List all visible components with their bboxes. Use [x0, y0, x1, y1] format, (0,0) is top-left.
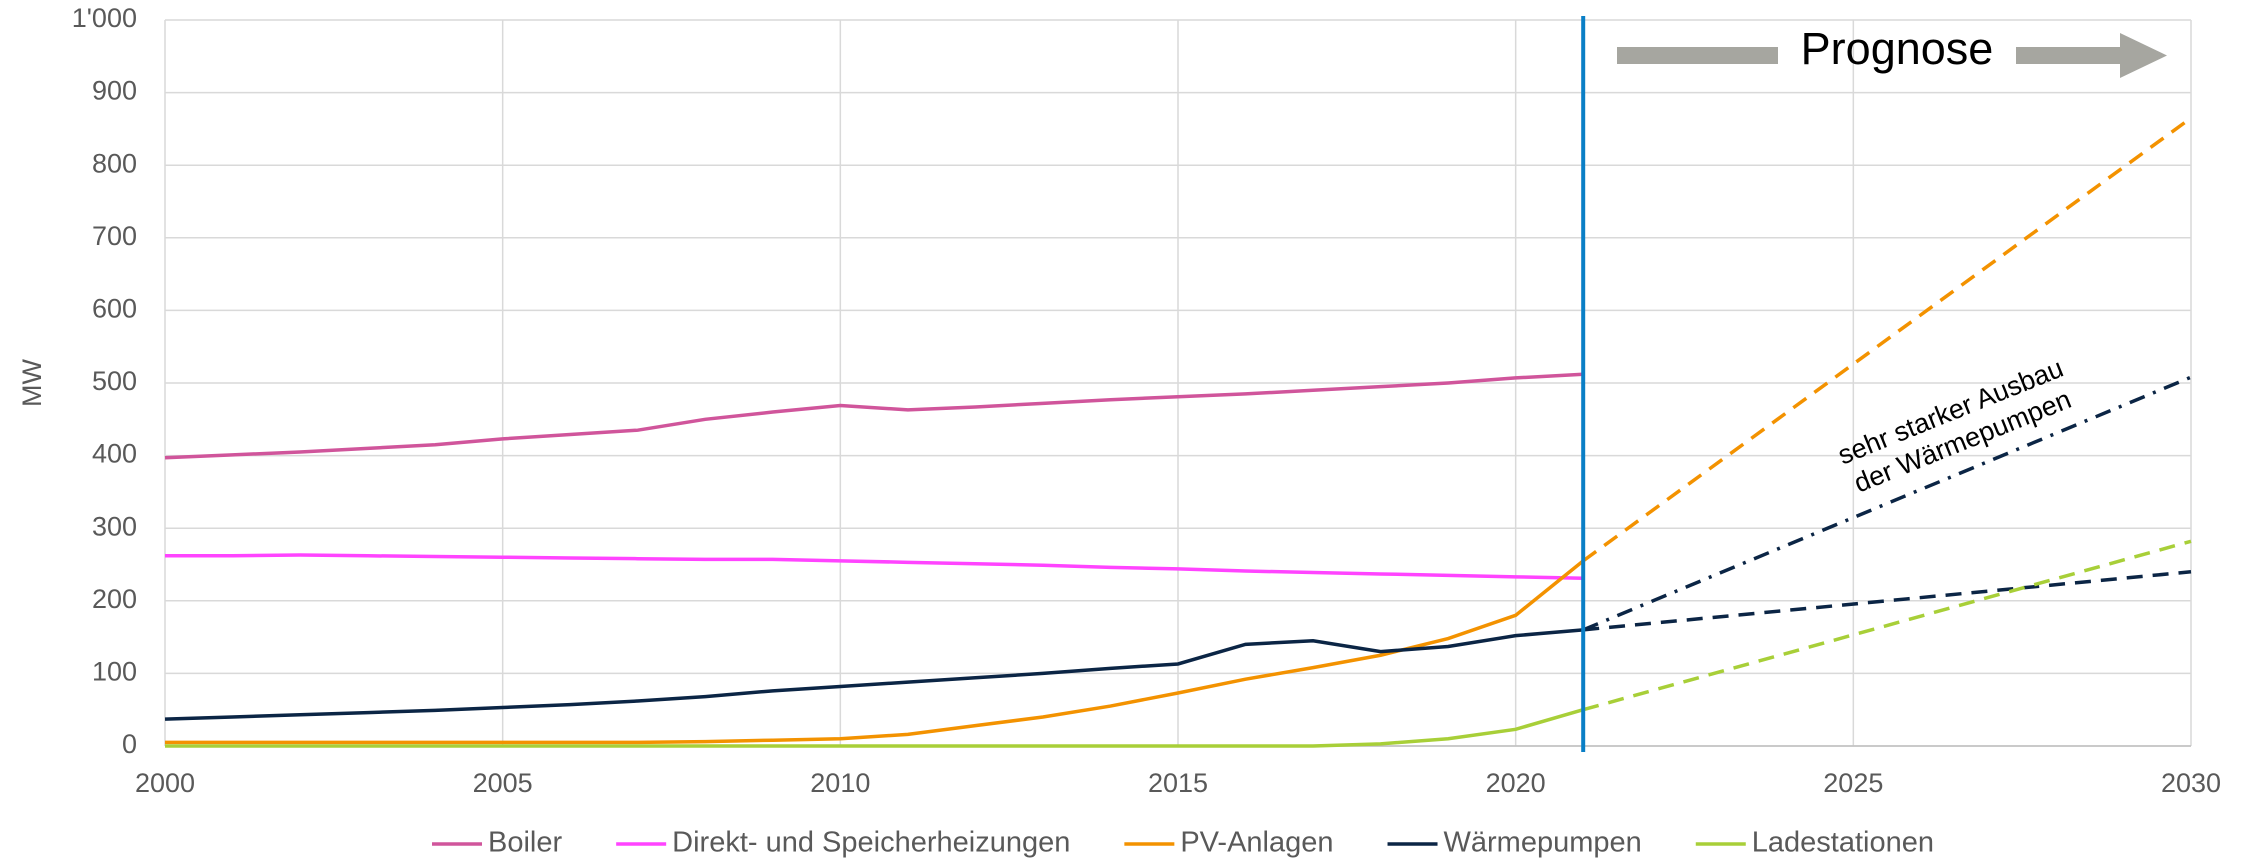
legend-label: Direkt- und Speicherheizungen — [672, 827, 1070, 858]
series-line — [164, 372, 1584, 460]
y-tick-label: 100 — [92, 657, 137, 687]
legend-label: Ladestationen — [1752, 827, 1934, 858]
legend-label: PV-Anlagen — [1180, 827, 1333, 858]
series-line — [164, 628, 1584, 721]
y-tick-label: 600 — [92, 294, 137, 324]
x-tick-label: 2010 — [810, 768, 870, 798]
prognosis-label: Prognose — [1801, 23, 1994, 74]
x-tick-label: 2000 — [135, 768, 195, 798]
forecast-line — [1583, 570, 2192, 632]
x-tick-label: 2005 — [473, 768, 533, 798]
y-tick-label: 500 — [92, 366, 137, 396]
forecast-line — [1582, 116, 2193, 563]
y-axis-label: MW — [17, 359, 47, 407]
legend-label: Boiler — [488, 827, 562, 858]
x-tick-label: 2025 — [1823, 768, 1883, 798]
forecast-line — [1582, 375, 2192, 632]
arrow-head — [2016, 33, 2167, 78]
x-tick-label: 2020 — [1486, 768, 1546, 798]
legend-label: Wärmepumpen — [1444, 827, 1642, 858]
series-line — [165, 708, 1584, 748]
y-tick-label: 400 — [92, 439, 137, 469]
x-tick-label: 2015 — [1148, 768, 1208, 798]
forecast-line — [1582, 539, 2192, 712]
x-tick-label: 2030 — [2161, 768, 2221, 798]
y-tick-label: 700 — [92, 221, 137, 251]
y-tick-label: 200 — [92, 584, 137, 614]
series-line — [165, 553, 1584, 581]
y-tick-label: 1'000 — [72, 3, 137, 33]
y-tick-label: 0 — [122, 729, 137, 759]
y-tick-label: 300 — [92, 511, 137, 541]
arrow-tail — [1617, 47, 1778, 64]
series-line — [165, 559, 1585, 745]
y-tick-label: 900 — [92, 76, 137, 106]
y-tick-label: 800 — [92, 148, 137, 178]
